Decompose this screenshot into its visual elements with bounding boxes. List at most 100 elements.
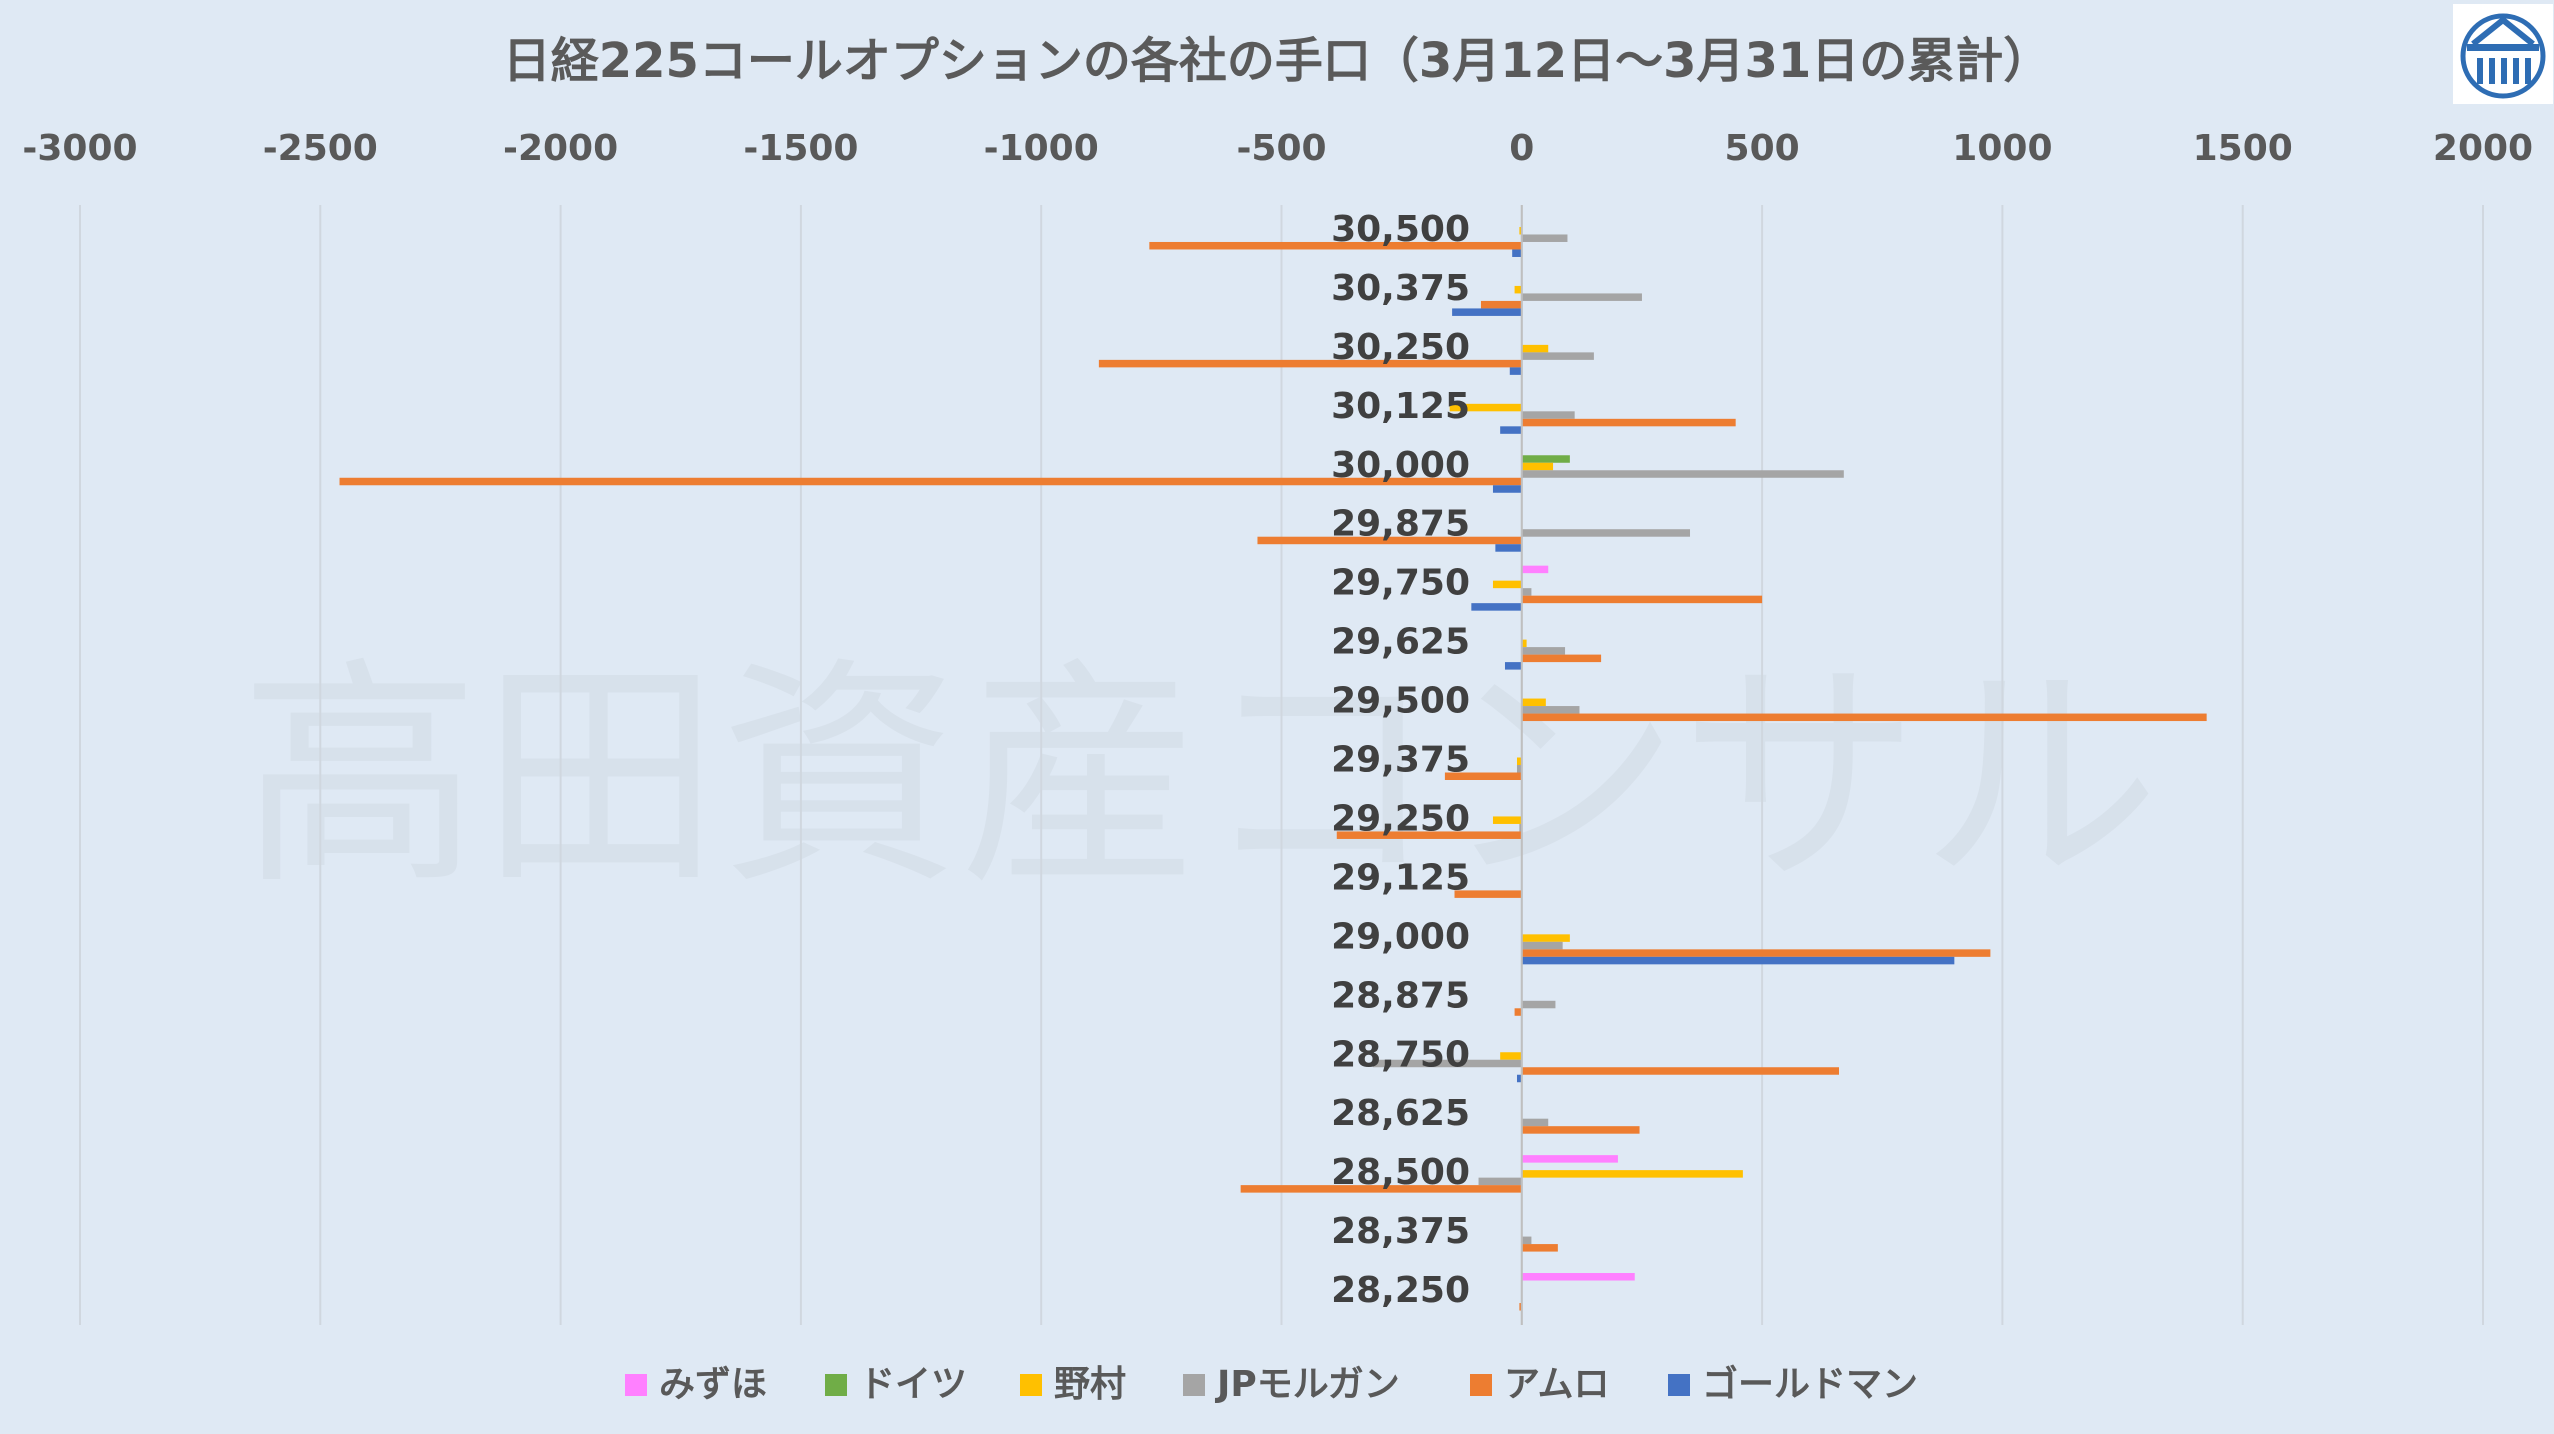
legend-label: ドイツ — [859, 1364, 967, 1405]
bar — [1480, 300, 1522, 309]
y-tick-label: 29,875 — [1331, 504, 1470, 545]
bar — [1521, 1118, 1549, 1127]
bar — [1521, 698, 1546, 707]
bar — [1492, 580, 1522, 589]
y-tick-label: 30,500 — [1331, 209, 1470, 250]
y-tick-label: 29,500 — [1331, 681, 1470, 722]
bar — [1521, 934, 1570, 942]
y-tick-label: 29,250 — [1331, 798, 1470, 839]
bar — [1521, 1244, 1558, 1252]
x-tick-label: -500 — [1236, 128, 1326, 169]
legend-label: ゴールドマン — [1702, 1363, 1918, 1405]
bar — [1521, 470, 1844, 478]
legend-label: JPモルガン — [1214, 1364, 1400, 1405]
y-tick-label: 30,000 — [1331, 445, 1470, 486]
x-tick-label: -2500 — [263, 128, 378, 169]
bar — [1521, 647, 1566, 655]
x-tick-label: 0 — [1509, 128, 1534, 169]
y-tick-label: 28,250 — [1331, 1270, 1470, 1311]
bar — [1519, 1303, 1522, 1311]
bar — [1500, 1052, 1522, 1060]
bar — [1521, 1273, 1635, 1281]
x-tick-label: 1000 — [1952, 128, 2052, 169]
y-tick-label: 28,625 — [1331, 1093, 1470, 1134]
y-tick-label: 29,375 — [1331, 740, 1470, 781]
bar — [1519, 823, 1522, 832]
bar — [1521, 529, 1691, 537]
legend-swatch — [1470, 1374, 1492, 1396]
bar — [1521, 565, 1549, 574]
bar — [1098, 359, 1522, 368]
legend: みずほ ドイツ 野村 JPモルガン アムロ ゴールドマン — [625, 1363, 1918, 1405]
bar — [1495, 544, 1522, 552]
legend-swatch — [1183, 1374, 1205, 1396]
x-tick-label: 2000 — [2433, 128, 2533, 169]
y-tick-label: 28,750 — [1331, 1034, 1470, 1075]
bar — [1521, 1155, 1618, 1163]
x-tick-label: 500 — [1725, 128, 1800, 169]
bar — [1454, 890, 1522, 898]
x-tick-label: -1000 — [984, 128, 1099, 169]
y-tick-label: 29,625 — [1331, 622, 1470, 663]
legend-swatch — [625, 1374, 647, 1396]
bar — [1257, 536, 1522, 545]
bar — [339, 477, 1522, 486]
bar — [1478, 1177, 1522, 1186]
bar — [1519, 226, 1522, 235]
x-tick-label: -1500 — [743, 128, 858, 169]
bar — [1521, 1067, 1839, 1075]
bar — [1492, 816, 1522, 824]
legend-label: アムロ — [1504, 1364, 1609, 1405]
y-tick-label: 28,875 — [1331, 975, 1470, 1016]
takata-logo-icon — [2460, 13, 2546, 99]
x-tick-labels: -3000 -2500 -2000 -1500 -1000 -500 0 500 1000 150… — [22, 128, 2533, 169]
bar — [1521, 293, 1642, 301]
bar — [1240, 1185, 1522, 1193]
legend-label: みずほ — [659, 1364, 767, 1405]
bar — [1336, 831, 1522, 839]
bar — [1516, 757, 1522, 765]
y-tick-label: 29,750 — [1331, 563, 1470, 604]
bar — [1521, 352, 1594, 360]
chart-title: 日経225コールオプションの各社の手口（3月12日～3月31日の累計） — [503, 33, 2052, 89]
bar — [1521, 1126, 1640, 1134]
y-tick-label: 28,500 — [1331, 1152, 1470, 1193]
bar — [1521, 344, 1549, 353]
bar — [1514, 285, 1522, 294]
legend-swatch — [825, 1374, 847, 1396]
bar — [1514, 1008, 1522, 1016]
bar — [1521, 1170, 1743, 1178]
bar — [1444, 772, 1522, 780]
bar — [1521, 588, 1532, 596]
y-tick-label: 30,375 — [1331, 268, 1470, 309]
bar — [1372, 1059, 1522, 1068]
bar — [1521, 411, 1575, 419]
bar — [1516, 1074, 1522, 1083]
legend-swatch — [1020, 1374, 1042, 1396]
bars — [339, 226, 2207, 1311]
y-tick-label: 28,375 — [1331, 1211, 1470, 1252]
y-tick-label: 30,250 — [1331, 327, 1470, 368]
bar — [1521, 639, 1527, 648]
bar — [1521, 462, 1554, 471]
bar — [1521, 234, 1568, 242]
y-tick-label: 30,125 — [1331, 386, 1470, 427]
y-tick-labels: 30,500 30,375 30,250 30,125 30,000 29,875 29,7… — [1331, 209, 1470, 1311]
bar — [1449, 403, 1522, 412]
bar — [1521, 418, 1736, 427]
bar — [1509, 367, 1522, 375]
bar — [1521, 706, 1580, 714]
bar — [1521, 941, 1563, 950]
bar — [1521, 595, 1763, 604]
bar — [1521, 1000, 1556, 1009]
x-tick-label: 1500 — [2193, 128, 2293, 169]
bar — [1521, 1236, 1532, 1245]
bar — [1149, 241, 1522, 250]
y-tick-label: 29,000 — [1331, 916, 1470, 957]
bar — [1492, 485, 1522, 493]
x-tick-label: -3000 — [22, 128, 137, 169]
bar — [1504, 662, 1522, 670]
bar — [1521, 654, 1602, 663]
logo — [2453, 4, 2553, 104]
